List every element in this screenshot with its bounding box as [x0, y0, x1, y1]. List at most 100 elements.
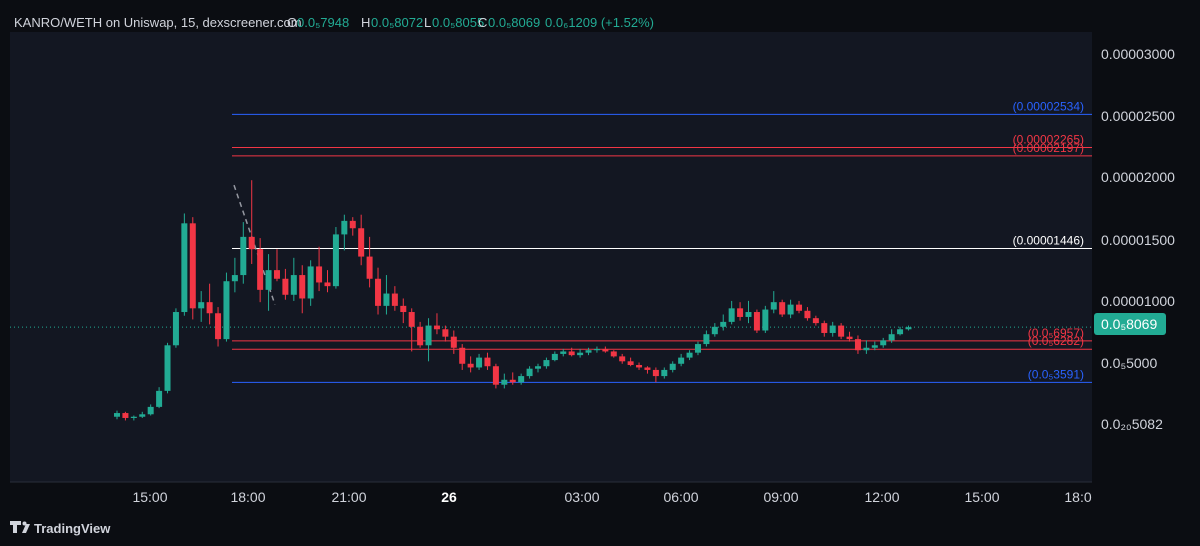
x-tick-label: 06:00 [663, 489, 698, 505]
candle-body [467, 363, 474, 368]
candle-body [408, 312, 415, 327]
candle-body [324, 282, 331, 287]
candle-body [551, 353, 558, 361]
candle-body [164, 345, 171, 391]
tradingview-brand: TradingView [34, 521, 111, 536]
candle-body [290, 275, 297, 295]
x-tick-label-day: 26 [441, 489, 457, 505]
candle-body [796, 304, 803, 311]
open-value: 0.0₅7948 [297, 15, 349, 30]
current-price-label: 0.0₅8069 [1101, 316, 1157, 332]
x-axis: 15:00 18:00 21:00 26 03:00 06:00 09:00 1… [132, 489, 1091, 505]
candle-body [206, 302, 213, 314]
chart-header: KANRO/WETH on Uniswap, 15, dexscreener.c… [14, 15, 654, 30]
candle-body [417, 326, 424, 346]
candle-body [299, 275, 306, 299]
x-tick-label: 09:00 [763, 489, 798, 505]
high-label: H [361, 15, 370, 30]
candle-body [880, 340, 887, 346]
candle-body [450, 336, 457, 348]
candle-body [400, 305, 407, 313]
candle-body [770, 302, 777, 310]
candle-body [139, 414, 146, 417]
y-tick-label: 0.0₂₀5082 [1101, 416, 1163, 432]
candle-body [602, 348, 609, 352]
candle-body [509, 379, 516, 383]
candle-body [332, 234, 339, 287]
symbol-title: KANRO/WETH on Uniswap, 15, dexscreener.c… [14, 15, 302, 30]
tradingview-logo: TradingView [10, 521, 111, 536]
candle-body [172, 312, 179, 346]
candle-body [181, 223, 188, 313]
low-value: 0.0₅8055 [432, 15, 484, 30]
candle-body [518, 376, 525, 383]
candle-body [619, 356, 626, 362]
candle-body [526, 368, 533, 377]
candle-body [535, 366, 541, 369]
y-tick-label: 0.00003000 [1101, 46, 1175, 62]
plot-area [10, 32, 1092, 482]
y-tick-label: 0.00001000 [1101, 293, 1175, 309]
candle-body [484, 357, 491, 367]
x-tick-label: 15:00 [964, 489, 999, 505]
candle-body [577, 352, 584, 356]
x-tick-label: 18:00 [230, 489, 265, 505]
candle-body [669, 363, 676, 370]
y-tick-label: 0.00001500 [1101, 232, 1175, 248]
close-label: C [478, 15, 487, 30]
candle-body [248, 236, 255, 250]
candle-body [762, 309, 769, 331]
candle-body [711, 326, 718, 335]
candle-body [147, 406, 154, 415]
candle-body [307, 266, 314, 299]
candle-body [189, 223, 196, 309]
candle-body [728, 308, 735, 322]
candle-body [231, 275, 238, 282]
candle-body [838, 325, 845, 337]
tradingview-icon [10, 521, 30, 533]
candle-body [846, 336, 853, 340]
candle-body [492, 366, 499, 385]
close-value: 0.0₅8069 [488, 15, 540, 30]
candle-body [349, 220, 356, 229]
y-tick-label: 0.00002500 [1101, 108, 1175, 124]
candle-body [560, 351, 567, 354]
x-tick-label: 21:00 [331, 489, 366, 505]
candle-body [543, 360, 550, 367]
candle-body [341, 220, 348, 235]
candle-body [383, 293, 390, 306]
candle-body [375, 278, 382, 306]
candle-body [585, 350, 592, 353]
candle-body [804, 310, 811, 319]
candle-body [610, 351, 617, 357]
candle-body [829, 325, 836, 333]
candle-body [316, 266, 323, 283]
candle-body [273, 270, 280, 279]
candle-body [366, 256, 373, 279]
candle-body [753, 312, 760, 331]
candle-body [888, 334, 895, 341]
candle-body [593, 348, 600, 351]
open-label: O [287, 15, 297, 30]
level-label: (0.0₅6957) [1028, 326, 1084, 340]
candle-body [694, 344, 701, 353]
candle-body [198, 302, 205, 309]
y-tick-label: 0.0₅5000 [1101, 355, 1157, 371]
candle-body [265, 270, 272, 290]
candle-body [156, 390, 163, 407]
level-label: (0.00002197) [1013, 141, 1084, 155]
change-value: 0.0₆1209 (+1.52%) [545, 15, 654, 30]
candle-body [568, 351, 575, 356]
x-tick-label: 18:0 [1064, 489, 1091, 505]
candle-body [644, 367, 651, 370]
candle-body [391, 293, 398, 306]
candle-body [871, 345, 878, 348]
candle-body [854, 339, 861, 351]
x-tick-label: 15:00 [132, 489, 167, 505]
candle-body [282, 278, 289, 295]
candles [114, 180, 912, 421]
level-lines: (0.00002534) (0.00002265)(0.00002197) (0.0… [10, 99, 1092, 383]
candle-body [737, 308, 744, 317]
level-label: (0.00001446) [1013, 233, 1084, 247]
